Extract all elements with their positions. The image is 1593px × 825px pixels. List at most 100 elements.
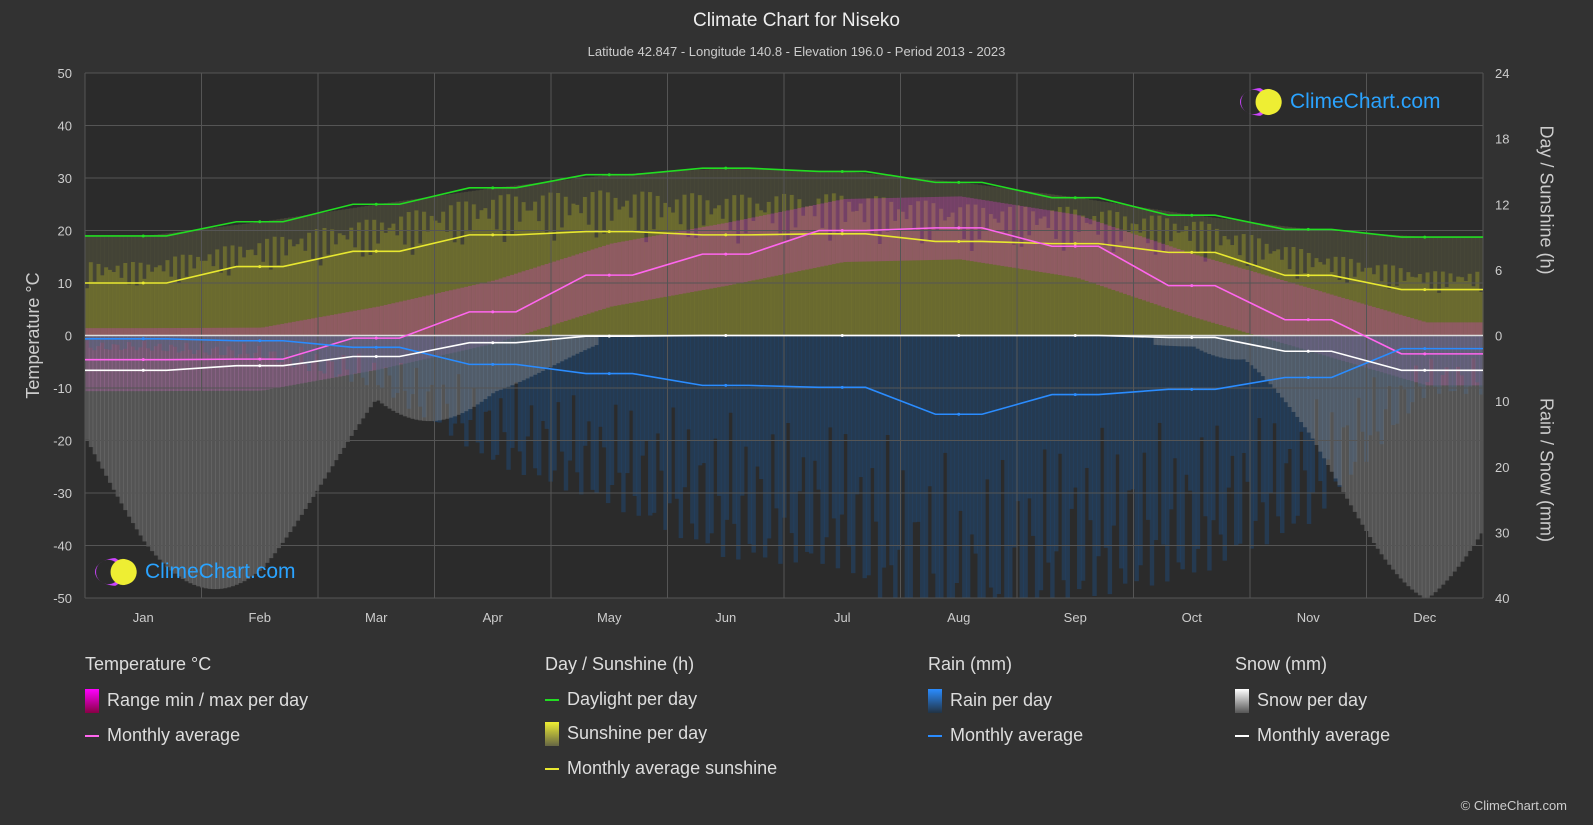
rain-bar <box>843 335 848 435</box>
rain-bar <box>322 335 327 374</box>
rain-bar <box>245 335 251 354</box>
rain-bar <box>1241 335 1247 453</box>
rain-bar <box>678 335 684 539</box>
rain-bar <box>349 335 354 382</box>
snow-bar <box>314 335 320 491</box>
temp-range-bar <box>739 219 745 283</box>
rain-bar <box>1207 335 1212 571</box>
rain-bar <box>996 335 1002 595</box>
sunshine-bar <box>1034 224 1040 336</box>
y-tick-label: -10 <box>53 381 72 396</box>
rain-bar <box>801 335 806 458</box>
sunshine-bar <box>310 258 316 336</box>
sunshine-bar <box>1234 235 1239 336</box>
y-right-tick-label: 24 <box>1495 66 1509 81</box>
rain-bar <box>368 335 373 371</box>
rain-bar <box>1230 335 1235 456</box>
snow-bar <box>169 335 174 571</box>
rain-bar <box>923 335 929 598</box>
rain-bar <box>942 335 948 453</box>
sunshine-bar <box>1471 286 1476 336</box>
snow-bar <box>1452 335 1457 572</box>
x-tick-label: Dec <box>1413 610 1437 625</box>
sunshine-bar <box>276 265 281 336</box>
rain-bar <box>153 335 159 347</box>
daylight-bar <box>1387 234 1392 336</box>
temp-range-bar <box>1103 224 1109 288</box>
rain-bar <box>962 335 967 598</box>
temp-range-bar <box>1218 262 1224 326</box>
temp-range-bar <box>816 204 821 268</box>
rain-bar <box>521 335 527 475</box>
temp-range-bar <box>272 325 278 389</box>
temp-range-bar <box>1142 237 1147 301</box>
temp-range-bar <box>1065 213 1070 277</box>
sunshine-bar <box>1260 259 1266 336</box>
snow-bar <box>353 335 358 431</box>
rain-bar <box>506 335 511 470</box>
sunshine-bar <box>85 288 90 336</box>
snow-bar <box>1264 335 1270 381</box>
rain-bar <box>1456 335 1461 367</box>
rain-bar <box>728 335 733 413</box>
sunshine-bar <box>1287 269 1293 336</box>
snow-bar <box>1479 335 1484 534</box>
sunshine-bar <box>1444 287 1450 336</box>
snow-bar <box>176 335 182 577</box>
sunshine-bar <box>169 276 174 336</box>
sunshine-bar <box>881 197 887 336</box>
y-tick-label: -30 <box>53 486 72 501</box>
snow-bar <box>1218 335 1224 358</box>
sunshine-avg-line-point <box>374 249 378 253</box>
sunshine-bar <box>1222 236 1227 336</box>
rain-bar <box>590 335 596 490</box>
snow-bar <box>130 335 136 524</box>
sunshine-bar <box>1379 281 1385 336</box>
rain-bar <box>1283 335 1289 464</box>
rain-bar <box>613 335 618 405</box>
rain-bar <box>525 335 530 437</box>
rain-bar <box>176 335 182 353</box>
rain-bar <box>1080 335 1086 581</box>
sunshine-bar <box>257 243 262 336</box>
sunshine-bar <box>808 205 814 336</box>
sunshine-bar <box>494 229 500 336</box>
snow-bar <box>268 335 274 559</box>
snow-bar <box>1356 335 1362 519</box>
legend-label: Snow per day <box>1257 689 1368 710</box>
rain-bar <box>858 335 864 478</box>
rain-bar <box>1188 335 1193 491</box>
rain-bar <box>165 335 170 352</box>
sunshine-bar <box>1161 251 1166 336</box>
temp-range-bar <box>1329 294 1335 358</box>
sunshine-bar <box>399 216 404 336</box>
snow-bar <box>506 335 511 387</box>
snow-bar <box>1191 335 1197 347</box>
sunshine-bar <box>1475 271 1480 336</box>
sunshine-bar <box>651 229 657 336</box>
sunshine-bar <box>1042 216 1047 336</box>
sunshine-bar <box>1199 221 1204 336</box>
rain-bar <box>1348 335 1354 475</box>
snow-swatch <box>1235 689 1249 713</box>
rain-bar <box>927 335 933 487</box>
rain-bar <box>919 335 925 598</box>
sunshine-bar <box>134 285 140 336</box>
sunshine-bar <box>801 215 806 336</box>
snow-bar <box>1241 335 1247 360</box>
rain-bar <box>169 335 174 345</box>
sunshine-bar <box>759 210 764 336</box>
temp-range-bar <box>1180 250 1185 314</box>
rain-bar <box>602 335 607 448</box>
sunshine-bar <box>510 234 515 336</box>
temp-range-bar <box>517 272 523 336</box>
rain-bar <box>85 335 90 341</box>
temp-range-bar <box>693 228 699 292</box>
rain-bar <box>1034 335 1040 598</box>
snow-bar <box>303 335 308 509</box>
sunshine-bar <box>437 222 442 336</box>
rain-bar <box>1126 335 1132 491</box>
sunshine-swatch <box>545 722 559 746</box>
legend-sunshine: Day / Sunshine (h) Daylight per day Suns… <box>545 654 777 779</box>
sunshine-bar <box>628 217 634 336</box>
